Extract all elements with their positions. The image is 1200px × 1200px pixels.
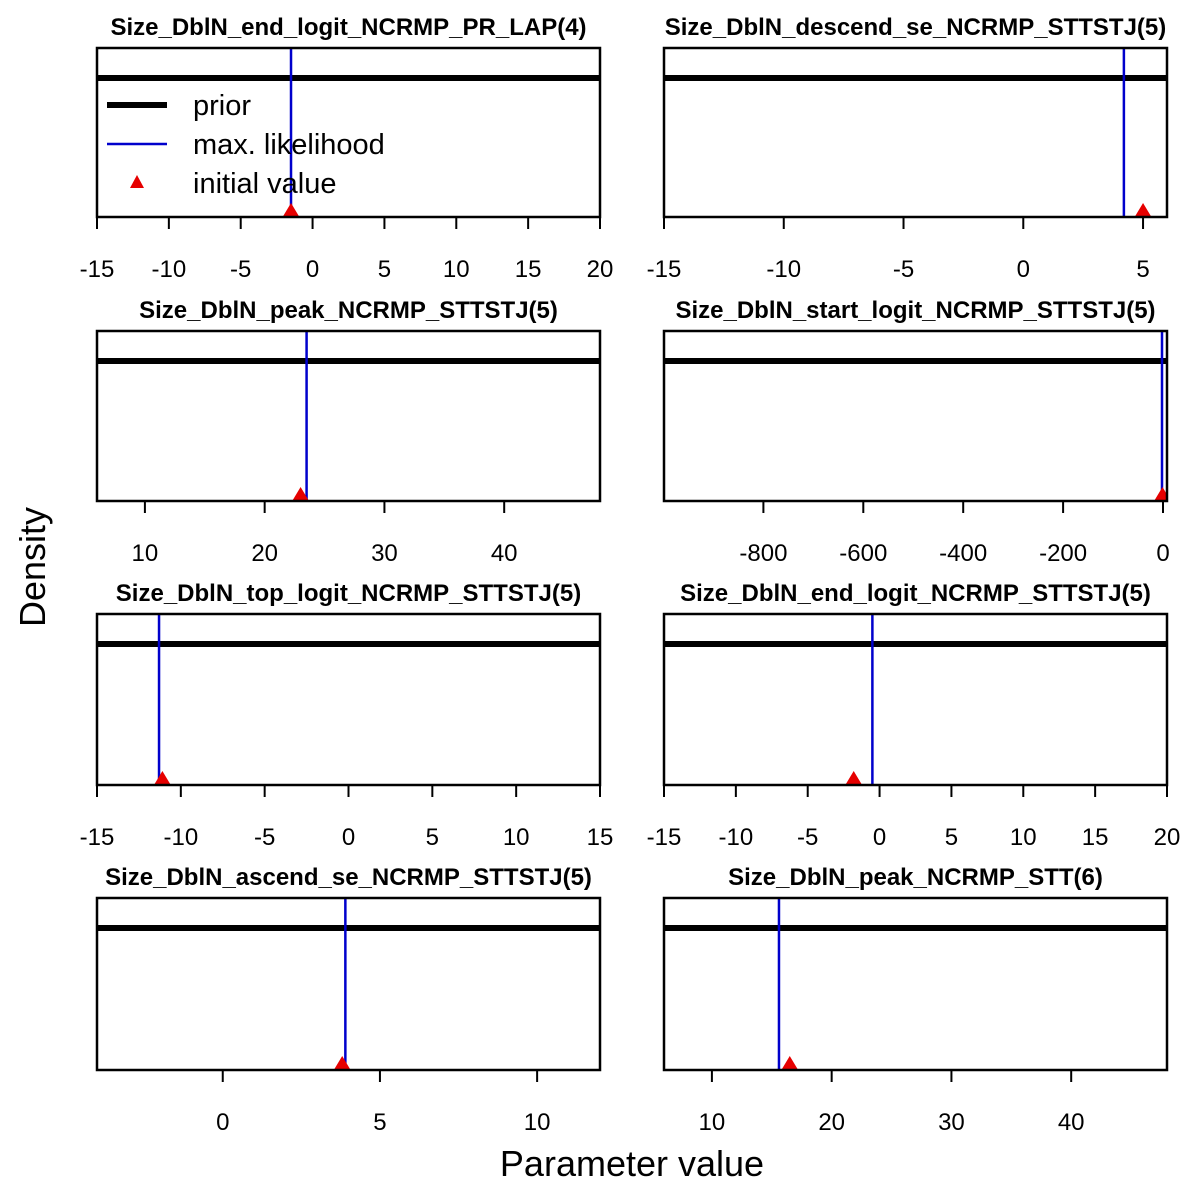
panel-title: Size_DblN_top_logit_NCRMP_STTSTJ(5) [116, 580, 581, 607]
x-tick-label: 0 [873, 824, 886, 851]
x-tick-label: 20 [251, 540, 278, 567]
initial-value-marker [333, 1056, 351, 1070]
x-tick-label: -15 [80, 824, 115, 851]
legend-item-3: initial value [130, 168, 336, 200]
x-tick-label: 5 [378, 256, 391, 283]
plot-frame [662, 329, 1169, 503]
x-tick-label: 0 [216, 1109, 229, 1136]
initial-value-marker [781, 1056, 799, 1070]
x-tick-label: 40 [1058, 1109, 1085, 1136]
initial-value-marker [1154, 487, 1167, 501]
panel-1: Size_DblN_end_logit_NCRMP_PR_LAP(4) -15 -1… [80, 14, 614, 283]
x-tick-label: 30 [371, 540, 398, 567]
panel-grid: Size_DblN_end_logit_NCRMP_PR_LAP(4) -15 -1… [80, 14, 1181, 1136]
x-tick-label: -5 [254, 824, 275, 851]
panel-title: Size_DblN_end_logit_NCRMP_STTSTJ(5) [680, 580, 1151, 607]
x-tick-label: 10 [503, 824, 530, 851]
panel-6: Size_DblN_end_logit_NCRMP_STTSTJ(5) -15 -1… [647, 580, 1181, 851]
x-tick-label: 10 [443, 256, 470, 283]
panel-title: Size_DblN_peak_NCRMP_STTSTJ(5) [139, 297, 558, 324]
panel-4: Size_DblN_start_logit_NCRMP_STTSTJ(5) -80… [662, 297, 1170, 567]
x-tick-label: 0 [1017, 256, 1030, 283]
plot-frame [95, 46, 602, 219]
legend-swatch-initial [130, 175, 144, 188]
plot-frame [662, 896, 1169, 1072]
initial-value-marker [153, 771, 171, 785]
x-tick-label: -15 [80, 256, 115, 283]
panel-title: Size_DblN_peak_NCRMP_STT(6) [728, 864, 1103, 891]
x-tick-label: 5 [945, 824, 958, 851]
initial-value-marker [282, 203, 300, 217]
legend-label: max. likelihood [193, 129, 385, 161]
panel-7: Size_DblN_ascend_se_NCRMP_STTSTJ(5) 0 5 10 [95, 864, 602, 1136]
x-tick-label: 0 [342, 824, 355, 851]
x-tick-label: -15 [647, 824, 682, 851]
legend-item-1: prior [107, 90, 251, 122]
x-tick-label: -5 [797, 824, 818, 851]
plot-frame [95, 896, 602, 1072]
panel-title: Size_DblN_end_logit_NCRMP_PR_LAP(4) [110, 14, 586, 41]
x-tick-label: 0 [306, 256, 319, 283]
x-tick-label: -10 [163, 824, 198, 851]
x-axis-title: Parameter value [500, 1143, 764, 1184]
x-tick-label: -400 [939, 540, 987, 567]
panel-title: Size_DblN_ascend_se_NCRMP_STTSTJ(5) [105, 864, 592, 891]
panel-title: Size_DblN_descend_se_NCRMP_STTSTJ(5) [665, 14, 1167, 41]
initial-value-marker [845, 771, 863, 785]
y-axis-title: Density [12, 507, 53, 627]
legend: prior max. likelihood initial value [107, 90, 385, 200]
x-tick-label: -5 [893, 256, 914, 283]
x-tick-label: 20 [587, 256, 614, 283]
x-tick-label: -15 [647, 256, 682, 283]
x-tick-label: 10 [132, 540, 159, 567]
x-tick-label: 20 [1154, 824, 1181, 851]
legend-item-2: max. likelihood [107, 129, 385, 161]
x-tick-label: 15 [515, 256, 542, 283]
panel-5: Size_DblN_top_logit_NCRMP_STTSTJ(5) -15 -1… [80, 580, 614, 851]
legend-label: prior [193, 90, 251, 122]
x-tick-label: 15 [1082, 824, 1109, 851]
panel-2: Size_DblN_descend_se_NCRMP_STTSTJ(5) -15 -… [647, 14, 1169, 283]
initial-value-marker [1134, 203, 1152, 217]
x-tick-label: -800 [739, 540, 787, 567]
plot-frame [95, 612, 602, 787]
x-tick-label: -5 [230, 256, 251, 283]
panel-title: Size_DblN_start_logit_NCRMP_STTSTJ(5) [675, 297, 1155, 324]
panel-8: Size_DblN_peak_NCRMP_STT(6) 10 20 30 40 [662, 864, 1169, 1136]
x-tick-label: -600 [839, 540, 887, 567]
x-tick-label: -10 [152, 256, 187, 283]
x-tick-label: 5 [373, 1109, 386, 1136]
x-tick-label: 10 [699, 1109, 726, 1136]
x-tick-label: 5 [1136, 256, 1149, 283]
panel-3: Size_DblN_peak_NCRMP_STTSTJ(5) 10 20 30 40 [95, 297, 602, 567]
x-tick-label: 0 [1156, 540, 1169, 567]
x-tick-label: -200 [1039, 540, 1087, 567]
x-tick-label: 15 [587, 824, 614, 851]
x-tick-label: 40 [491, 540, 518, 567]
x-tick-label: -10 [766, 256, 801, 283]
x-tick-label: 10 [524, 1109, 551, 1136]
x-tick-label: 10 [1010, 824, 1037, 851]
x-tick-label: 30 [938, 1109, 965, 1136]
initial-value-marker [292, 487, 309, 501]
legend-label: initial value [193, 168, 336, 200]
x-tick-label: 5 [426, 824, 439, 851]
x-tick-label: -10 [719, 824, 754, 851]
x-tick-label: 20 [818, 1109, 845, 1136]
plot-frame [662, 46, 1169, 219]
plot-frame [662, 612, 1169, 787]
plot-frame [95, 329, 602, 503]
